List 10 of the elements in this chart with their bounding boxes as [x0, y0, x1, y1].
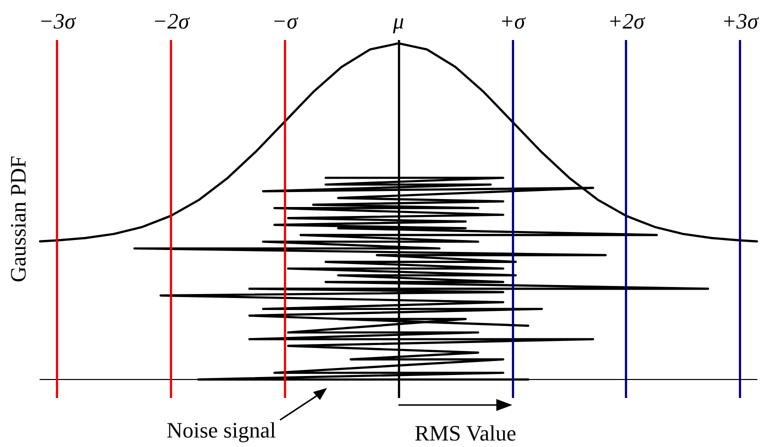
y-axis-title: Gaussian PDF [6, 156, 30, 282]
x-tick-label: μ [392, 8, 404, 34]
x-tick-label: +3σ [722, 8, 760, 34]
x-tick-label: +σ [499, 8, 526, 34]
x-tick-label: +2σ [608, 8, 646, 34]
text: RMS Value [414, 420, 516, 446]
x-tick-label: −σ [272, 8, 299, 34]
text: Noise signal [166, 418, 276, 442]
x-tick-label: −2σ [152, 8, 190, 34]
x-tick-label: −3σ [38, 8, 77, 34]
